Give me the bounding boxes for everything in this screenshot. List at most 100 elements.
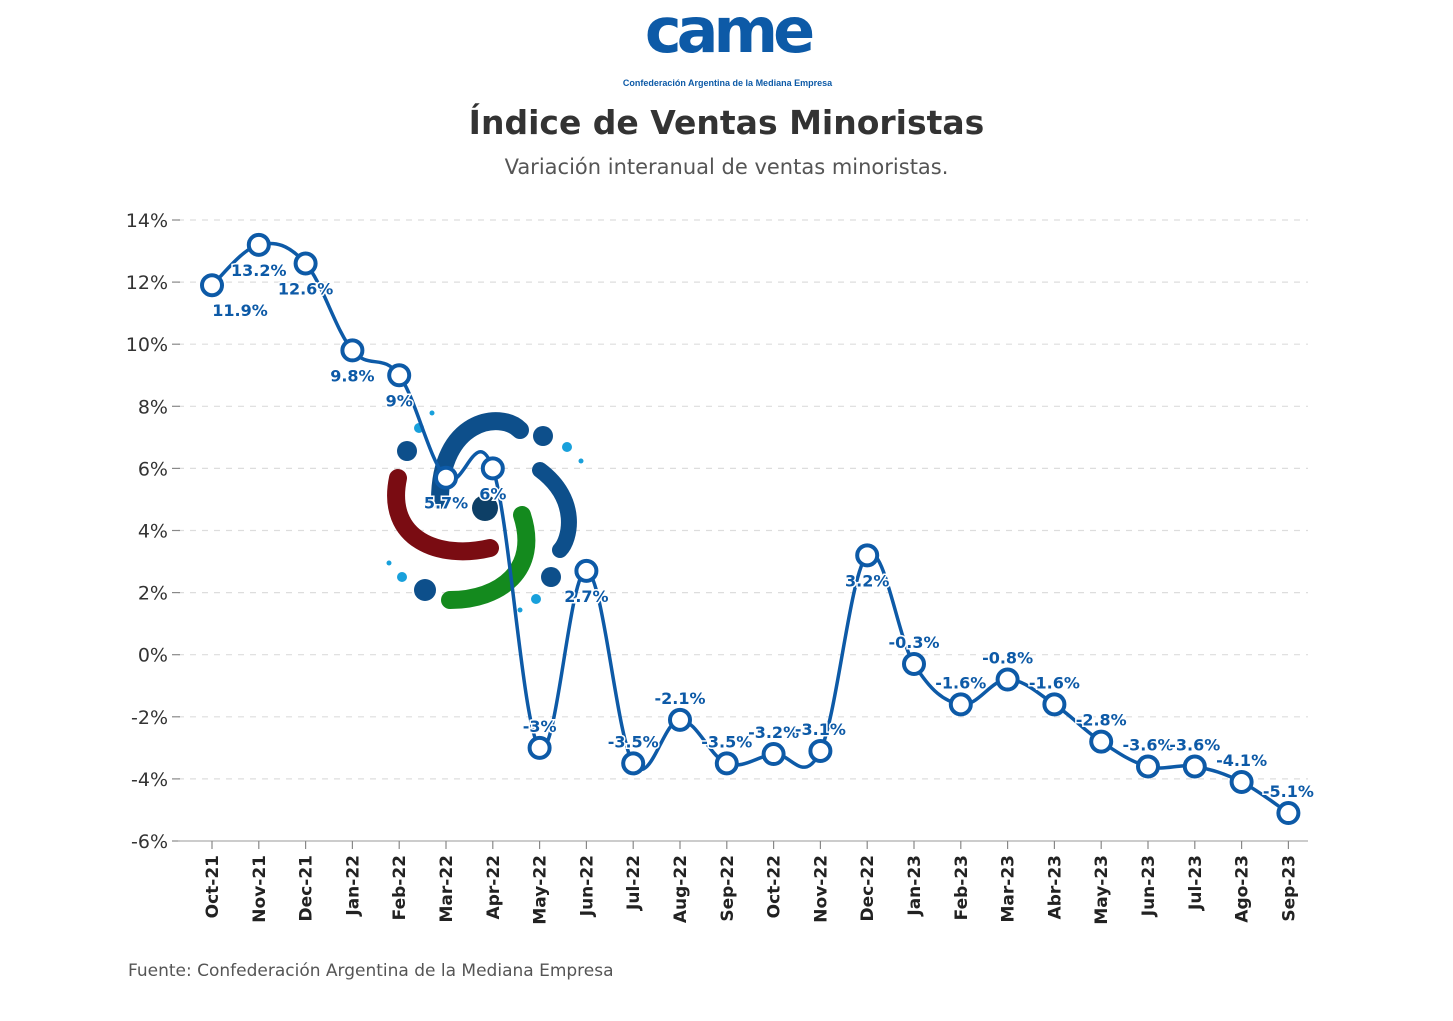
chart-subtitle: Variación interanual de ventas minorista… — [504, 155, 949, 179]
data-point — [246, 232, 271, 257]
came-logo: came Confederación Argentina de la Media… — [620, 0, 835, 92]
data-point — [1136, 754, 1160, 779]
data-point — [948, 692, 973, 717]
x-tick-label: May-23 — [1092, 855, 1112, 925]
x-tick-label: Mar-23 — [999, 855, 1019, 923]
x-tick-label: Mar-22 — [437, 855, 457, 923]
swirl-arc-red — [387, 469, 499, 561]
data-point — [761, 742, 786, 767]
data-point — [855, 543, 880, 568]
data-label: -3.6% — [1122, 735, 1173, 754]
data-point — [808, 738, 833, 763]
x-tick-label: Feb-22 — [390, 855, 410, 920]
data-point — [714, 751, 739, 776]
data-label: 2.7% — [564, 587, 608, 606]
data-point — [200, 273, 224, 298]
data-label: -3.6% — [1169, 735, 1220, 754]
data-label: -0.3% — [888, 633, 939, 652]
swirl-dot — [472, 495, 498, 521]
x-tick-label: Sep-22 — [718, 855, 738, 922]
x-tick-label: Feb-23 — [952, 855, 972, 920]
y-tick-label: -4% — [131, 769, 168, 791]
data-point — [527, 735, 552, 760]
swirl-dot — [386, 560, 392, 566]
data-label: -2.8% — [1076, 711, 1127, 730]
chart-title: Índice de Ventas Minoristas — [468, 103, 985, 142]
data-label: -4.1% — [1216, 751, 1267, 770]
data-label: -3.2% — [748, 723, 799, 742]
data-labels: 11.9%13.2%12.6%9.8%9%5.7% 6%-3%2.7%-3.5%-… — [211, 259, 1316, 802]
data-label: -1.6% — [935, 673, 986, 692]
data-point — [434, 465, 458, 490]
swirl-dot — [517, 607, 523, 613]
x-tick-label: Jul-23 — [1186, 855, 1206, 911]
swirl-dot — [429, 410, 435, 416]
y-tick-label: 6% — [138, 458, 168, 480]
x-tick-label: Ago-23 — [1233, 855, 1253, 923]
x-tick-label: Nov-21 — [250, 855, 270, 923]
y-tick-label: 0% — [138, 645, 168, 667]
data-label: 5.7% — [424, 494, 468, 513]
source-note: Fuente: Confederación Argentina de la Me… — [128, 961, 614, 981]
swirl-dot — [397, 441, 417, 461]
data-label: 9.8% — [330, 366, 374, 385]
data-label: -1.6% — [1029, 673, 1080, 692]
swirl-dot — [578, 458, 584, 464]
swirl-dot — [541, 567, 561, 587]
data-point — [340, 338, 365, 363]
x-tick-label: Apr-22 — [484, 855, 504, 919]
data-label: 11.9% — [212, 301, 268, 320]
data-point — [1089, 729, 1114, 754]
data-label: -5.1% — [1263, 782, 1314, 801]
data-label: -2.1% — [654, 689, 705, 708]
swirl-dot — [414, 579, 436, 601]
x-tick-label: Nov-22 — [811, 855, 831, 923]
watermark-swirl-icon — [386, 410, 584, 613]
x-tick-label: Jun-22 — [577, 855, 597, 917]
data-label: 9% — [386, 391, 413, 410]
logo-tagline: Confederación Argentina de la Mediana Em… — [622, 78, 833, 88]
y-tick-label: 2% — [138, 583, 168, 605]
data-label: 13.2% — [231, 261, 287, 280]
x-tick-label: Abr-23 — [1045, 855, 1065, 919]
y-tick-label: 8% — [138, 396, 168, 418]
y-tick-label: 4% — [138, 521, 168, 543]
x-tick-label: Jan-22 — [343, 855, 363, 917]
data-label: -3.5% — [608, 732, 659, 751]
data-label: -3.5% — [701, 732, 752, 751]
data-label: 12.6% — [278, 279, 334, 298]
data-point — [574, 558, 599, 583]
swirl-arc-blue — [532, 462, 577, 558]
y-tick-label: -6% — [131, 831, 168, 853]
y-tick-label: -2% — [131, 707, 168, 729]
x-tick-label: Dec-21 — [297, 855, 317, 921]
data-point — [995, 667, 1020, 692]
data-point — [1229, 770, 1254, 795]
data-point — [293, 251, 318, 276]
grid-lines — [178, 219, 1308, 780]
x-tick-label: Oct-21 — [203, 855, 223, 918]
logo-wordmark: came — [644, 0, 815, 67]
data-label: -3.1% — [795, 720, 846, 739]
x-tick-label: Sep-23 — [1279, 855, 1299, 922]
x-tick-label: Jul-22 — [624, 855, 644, 911]
data-point — [621, 751, 646, 776]
data-point — [902, 652, 926, 677]
y-tick-label: 10% — [126, 334, 168, 356]
data-points — [200, 232, 1301, 826]
x-tick-label: Dec-22 — [858, 855, 878, 921]
data-point — [387, 363, 412, 388]
y-tick-label: 12% — [126, 272, 168, 294]
x-tick-label: Oct-22 — [765, 855, 785, 918]
x-tick-label: May-22 — [531, 855, 551, 925]
swirl-dot — [397, 572, 407, 582]
data-point — [1182, 754, 1207, 779]
data-point — [480, 456, 505, 481]
data-label: -3% — [523, 717, 557, 736]
swirl-dot — [562, 442, 572, 452]
data-label: 3.2% — [845, 571, 889, 590]
swirl-dot — [531, 594, 541, 604]
axes: -6% -4% -2% 0% 2% 4% 6% 8% 10% 12% 14% Oct-21 Nov-21… — [126, 210, 1308, 925]
x-tick-label: Aug-22 — [671, 855, 691, 923]
